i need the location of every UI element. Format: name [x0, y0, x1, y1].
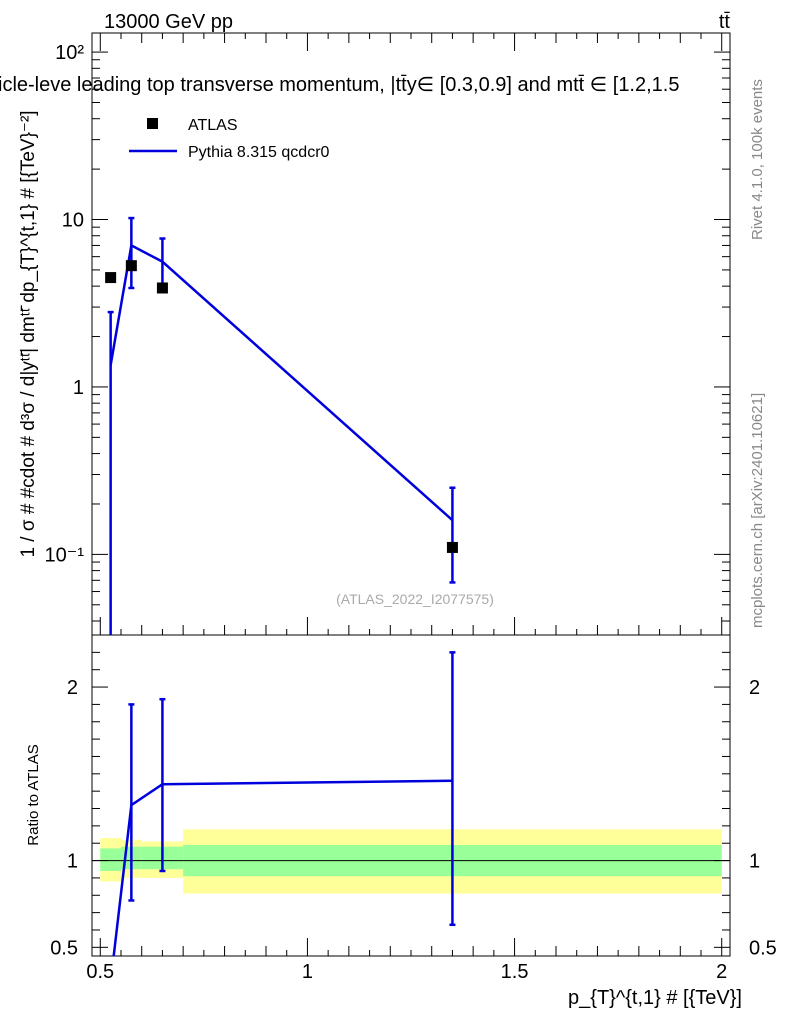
atlas-data-point	[105, 272, 117, 284]
plot-title: icle-leve leading top transverse momentu…	[0, 74, 679, 96]
x-tick-label: 1	[302, 961, 313, 983]
rivet-version-label: Rivet 4.1.0, 100k events	[749, 79, 766, 240]
mcplots-source-label: mcplots.cern.ch [arXiv:2401.10621]	[749, 393, 766, 628]
ratio-y-axis: 0.5 0.5 1 1 2 2	[50, 651, 777, 959]
main-series	[105, 216, 458, 635]
ratio-plot-frame	[91, 634, 731, 957]
ratio-y-tick-label-right: 1	[749, 851, 760, 873]
ratio-series	[112, 651, 456, 956]
ratio-mc-line	[112, 779, 453, 956]
atlas-data-point	[156, 282, 168, 294]
main-y-tick-label: 1	[73, 377, 84, 399]
main-y-tick-label: 10⁻¹	[45, 544, 85, 566]
x-tick-label: 2	[716, 961, 727, 983]
energy-label: 13000 GeV pp	[104, 11, 233, 33]
x-tick-label: 0.5	[86, 961, 114, 983]
ratio-y-tick-label-right: 2	[749, 677, 760, 699]
legend: ATLAS Pythia 8.315 qcdcr0	[129, 117, 330, 161]
main-y-tick-label: 10²	[55, 42, 84, 64]
x-tick-label: 1.5	[501, 961, 529, 983]
ratio-uncertainty-bands	[100, 829, 722, 894]
main-y-tick-label: 10	[62, 210, 84, 232]
x-axis-label: p_{T}^{t,1} # [{TeV}]	[568, 987, 742, 1009]
process-label: tt̄	[719, 11, 731, 33]
ratio-y-tick-label-right: 0.5	[749, 937, 777, 959]
ratio-y-axis-label: Ratio to ATLAS	[25, 744, 42, 845]
atlas-data-point	[125, 260, 137, 272]
legend-label-atlas: ATLAS	[188, 117, 238, 134]
ratio-y-tick-label: 2	[67, 677, 78, 699]
main-y-axis: 10⁻¹ 1 10 10²	[45, 42, 730, 622]
mc-prediction-line	[109, 243, 454, 522]
legend-label-pythia: Pythia 8.315 qcdcr0	[188, 144, 330, 161]
main-y-axis-label: 1 / σ # #cdot # d³σ / d|yᵗᵗ̄| dmᵗᵗ̄ dp_{…	[18, 110, 39, 557]
ratio-band-inner-0	[100, 848, 121, 871]
analysis-watermark: (ATLAS_2022_I2077575)	[336, 591, 494, 607]
ratio-y-tick-label: 1	[67, 851, 78, 873]
atlas-data-point	[446, 541, 458, 553]
x-axis: 0.5 1 1.5 2	[86, 33, 727, 983]
legend-marker-atlas	[147, 118, 158, 129]
ratio-y-tick-label: 0.5	[50, 937, 78, 959]
